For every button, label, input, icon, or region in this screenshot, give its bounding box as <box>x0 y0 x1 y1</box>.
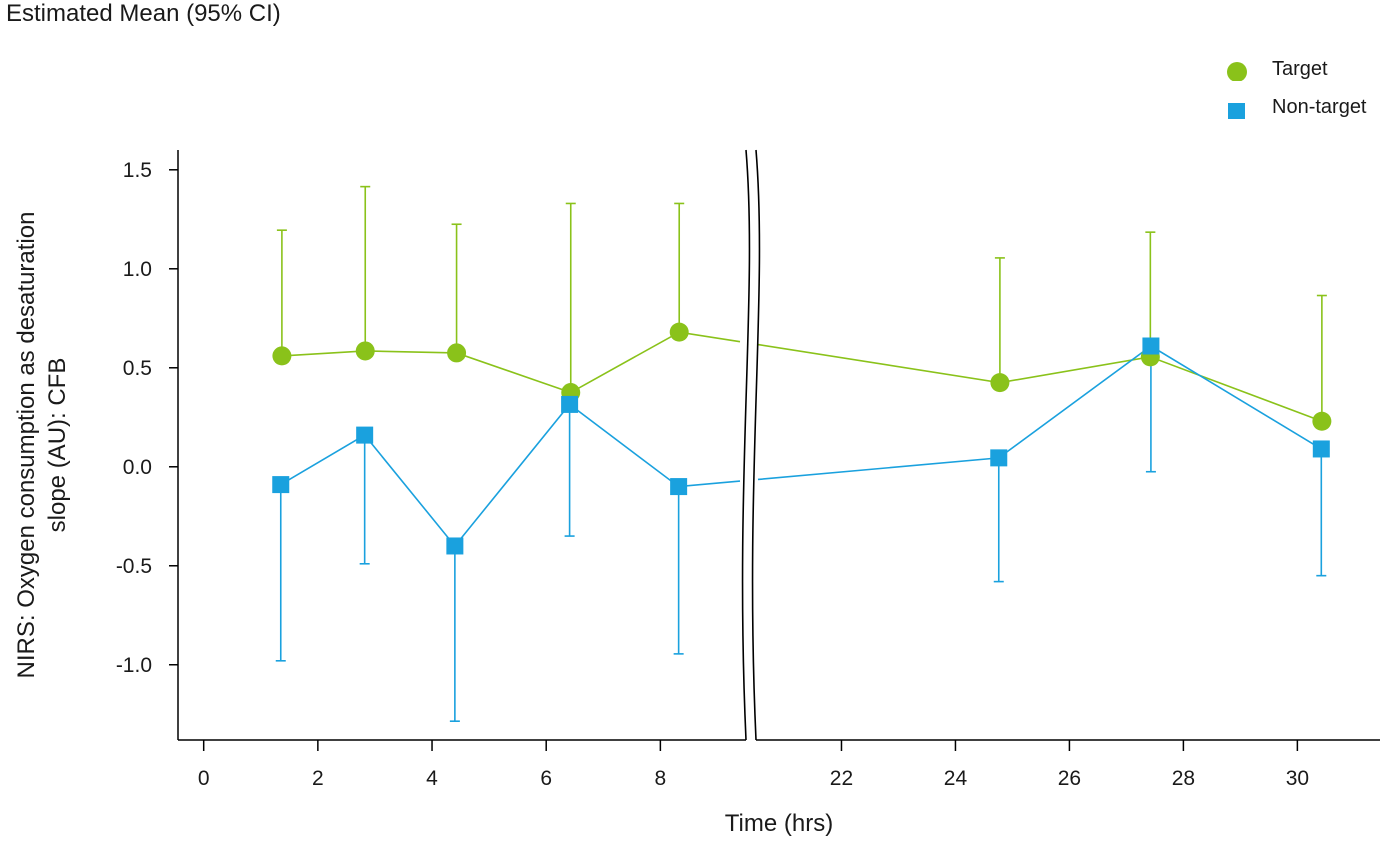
y-tick-label: 0.5 <box>123 357 152 380</box>
data-point-target <box>669 322 689 342</box>
data-point-target <box>272 346 292 366</box>
legend-item-non-target: Non-target <box>1226 96 1367 119</box>
x-axis-label: Time (hrs) <box>724 810 834 837</box>
axis-break-line-right <box>751 149 761 741</box>
axis-break-gap <box>746 148 756 744</box>
x-tick-label: 6 <box>540 767 552 790</box>
data-point-target <box>355 341 375 361</box>
x-tick-label: 2 <box>312 767 324 790</box>
data-point-non-target <box>670 478 688 496</box>
y-tick-label: 1.5 <box>123 159 152 182</box>
y-tick-label: 0.0 <box>123 456 152 479</box>
x-tick-label: 24 <box>944 767 968 790</box>
x-tick-label: 28 <box>1172 767 1195 790</box>
legend-label-non-target: Non-target <box>1272 96 1367 118</box>
y-tick-label: -1.0 <box>116 654 152 677</box>
x-tick-label: 8 <box>655 767 667 790</box>
data-point-non-target <box>561 395 579 413</box>
legend-marker-target-icon <box>1227 61 1247 81</box>
legend-marker-non-target-icon <box>1228 102 1245 119</box>
x-tick-label: 22 <box>830 767 853 790</box>
chart-title: Estimated Mean (95% CI) <box>6 0 281 27</box>
axis-break-line-left <box>741 149 751 741</box>
data-point-target <box>990 373 1010 393</box>
series-line-0 <box>281 331 1323 422</box>
data-point-target <box>1312 411 1332 431</box>
series-line-1 <box>280 345 1322 548</box>
data-point-target <box>447 343 467 363</box>
x-tick-label: 30 <box>1286 767 1309 790</box>
y-tick-label: -0.5 <box>116 555 152 578</box>
data-point-non-target <box>1312 440 1330 458</box>
x-tick-label: 26 <box>1058 767 1081 790</box>
x-tick-label: 4 <box>426 767 438 790</box>
y-tick-label: 1.0 <box>123 258 152 281</box>
data-point-non-target <box>990 449 1008 467</box>
data-point-non-target <box>356 426 374 444</box>
legend-item-target: Target <box>1226 58 1328 81</box>
legend-label-target: Target <box>1272 58 1328 80</box>
x-tick-label: 0 <box>198 767 210 790</box>
data-point-non-target <box>272 476 290 494</box>
data-point-non-target <box>1142 337 1160 355</box>
data-point-non-target <box>446 537 464 555</box>
